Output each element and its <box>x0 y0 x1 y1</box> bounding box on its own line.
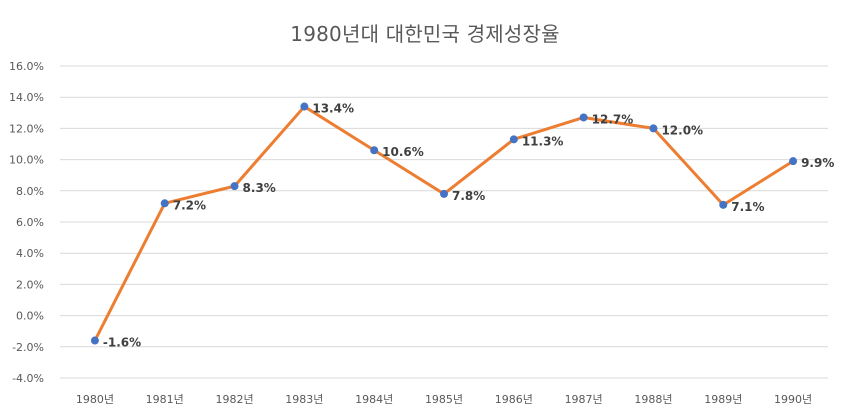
x-tick-label: 1985년 <box>425 393 463 406</box>
data-point <box>160 199 169 208</box>
y-tick-label: 10.0% <box>9 154 44 167</box>
data-label: 12.0% <box>661 123 703 137</box>
data-point <box>370 146 379 155</box>
x-tick-label: 1988년 <box>634 393 672 406</box>
data-label: 12.7% <box>592 112 634 126</box>
data-point <box>579 113 588 122</box>
data-label: 7.2% <box>173 198 206 212</box>
markers <box>90 102 798 345</box>
data-point <box>789 157 798 166</box>
data-point <box>300 102 309 111</box>
data-point <box>719 200 728 209</box>
x-tick-label: 1983년 <box>285 393 323 406</box>
y-tick-label: 12.0% <box>9 122 44 135</box>
x-tick-label: 1987년 <box>565 393 603 406</box>
y-tick-label: 4.0% <box>16 247 44 260</box>
y-tick-label: 14.0% <box>9 91 44 104</box>
y-tick-label: 8.0% <box>16 185 44 198</box>
data-label: 9.9% <box>801 156 834 170</box>
y-axis: -4.0% -2.0% 0.0% 2.0% 4.0% 6.0% 8.0% 10.0% 12.0%… <box>9 60 44 385</box>
data-label: 10.6% <box>382 145 424 159</box>
x-tick-label: 1984년 <box>355 393 393 406</box>
y-tick-label: 2.0% <box>16 278 44 291</box>
data-label: 8.3% <box>243 181 276 195</box>
y-tick-label: -2.0% <box>12 341 44 354</box>
series-line <box>93 105 795 343</box>
data-point <box>649 124 658 133</box>
grid-lines <box>60 65 828 379</box>
data-label: 11.3% <box>522 134 564 148</box>
y-tick-label: 0.0% <box>16 310 44 323</box>
x-tick-label: 1981년 <box>146 393 184 406</box>
x-tick-label: 1986년 <box>495 393 533 406</box>
data-label: 7.8% <box>452 189 485 203</box>
data-point <box>230 182 239 191</box>
y-tick-label: -4.0% <box>12 372 44 385</box>
data-point <box>509 135 518 144</box>
data-label: -1.6% <box>103 336 141 350</box>
data-point <box>440 189 448 198</box>
data-label: 7.1% <box>731 200 764 214</box>
x-tick-label: 1980년 <box>76 393 114 406</box>
y-tick-label: 16.0% <box>9 60 44 73</box>
y-tick-label: 6.0% <box>16 216 44 229</box>
x-axis: 1980년 1981년 1982년 1983년 1984년 1985년 1986년 1987년… <box>76 393 812 406</box>
x-tick-label: 1989년 <box>704 393 742 406</box>
series <box>93 105 795 343</box>
chart-title: 1980년대 대한민국 경제성장율 <box>290 22 560 46</box>
x-tick-label: 1990년 <box>774 393 812 406</box>
data-labels: -1.6% 7.2% 8.3% 13.4% 10.6% 7.8% 11.3% 12.7% 12.… <box>103 102 834 350</box>
data-point <box>90 336 99 345</box>
data-label: 13.4% <box>312 102 354 116</box>
x-tick-label: 1982년 <box>215 393 253 406</box>
